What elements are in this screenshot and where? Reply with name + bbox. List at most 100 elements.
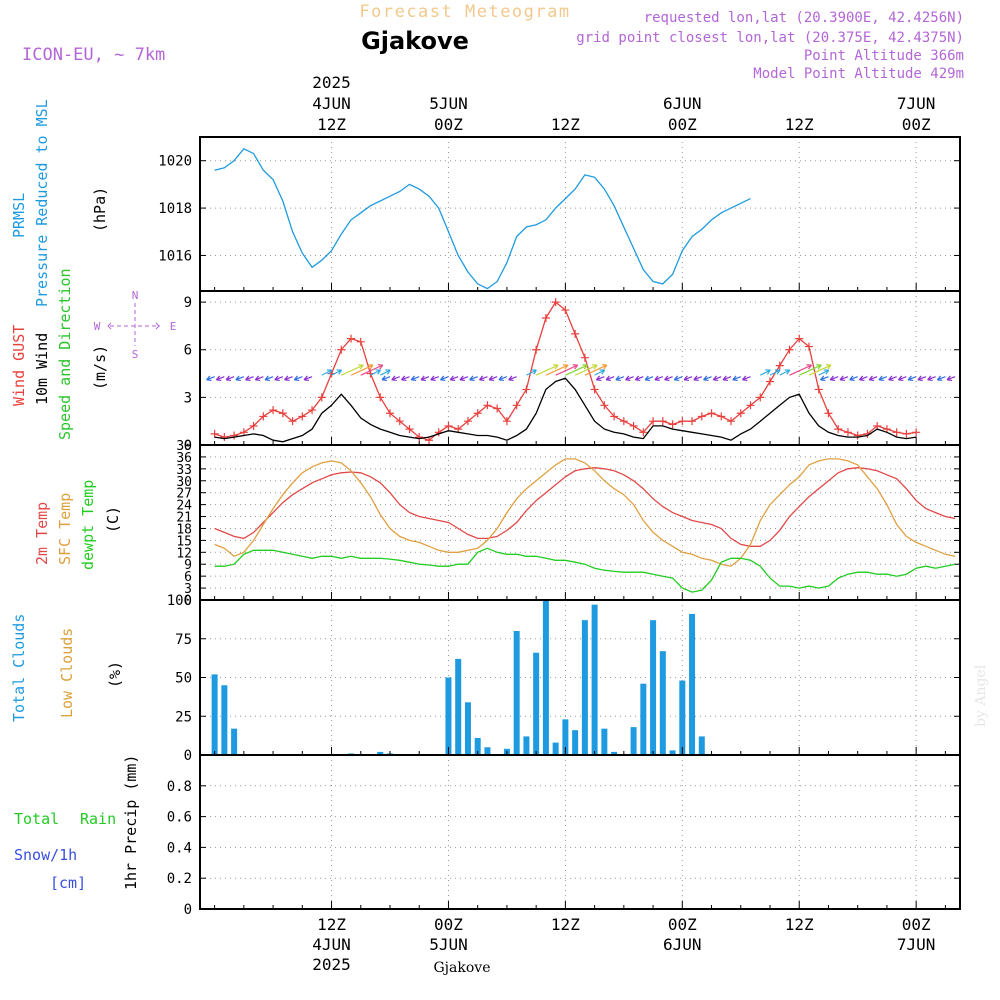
wind-arrow xyxy=(683,376,693,381)
bar xyxy=(513,631,520,755)
gust-marker xyxy=(668,420,677,429)
y-tick-label: 1016 xyxy=(158,248,192,264)
label-ms: (m/s) xyxy=(91,345,109,390)
label-low-clouds: Low Clouds xyxy=(58,628,76,718)
wind-arrow xyxy=(264,376,274,381)
gust-marker xyxy=(892,428,901,437)
gust-marker xyxy=(473,409,482,418)
wind-arrow-head xyxy=(375,369,382,375)
wind-arrow xyxy=(625,376,634,381)
wind-arrow xyxy=(946,376,956,381)
wind-arrow-head xyxy=(572,364,579,370)
gust-marker xyxy=(337,345,346,354)
wind-arrow-head xyxy=(664,375,670,382)
wind-arrow xyxy=(927,376,936,381)
wind-arrow-head xyxy=(284,375,290,382)
y-tick-label: 36 xyxy=(176,451,192,466)
wind-arrow xyxy=(798,364,822,376)
bottom-axis-label: 12Z xyxy=(317,915,346,934)
wind-arrow-head xyxy=(264,375,271,382)
temp-side-labels: 2m Temp SFC Temp dewpt Temp (C) xyxy=(33,480,122,570)
wind-arrow xyxy=(381,376,391,381)
wind-arrow-head xyxy=(634,375,641,382)
series-line xyxy=(214,458,956,567)
y-tick-label: 0 xyxy=(184,438,192,454)
bar xyxy=(591,604,598,755)
wind-arrow xyxy=(545,364,569,376)
wind-arrow xyxy=(469,376,478,381)
wind-arrow-head xyxy=(478,375,485,382)
top-axis-label: 7JUN xyxy=(897,94,936,113)
label-sfc-temp: SFC Temp xyxy=(56,493,74,565)
wind-arrow-head xyxy=(254,375,261,382)
bar xyxy=(601,728,608,755)
wind-arrow-head xyxy=(868,375,875,382)
top-axis-label: 12Z xyxy=(551,115,580,134)
wind-arrow-head xyxy=(784,369,791,375)
precip-side-labels: Total Rain Snow/1h [cm] 1hr Precip (mm) xyxy=(14,755,140,892)
wind-arrow-head xyxy=(488,375,495,382)
wind-arrow-head xyxy=(722,375,729,382)
series-line xyxy=(214,147,751,290)
wind-arrow-head xyxy=(215,375,222,382)
y-tick-label: 3 xyxy=(184,390,192,406)
wind-arrow-head xyxy=(693,375,699,382)
wind-arrow-head xyxy=(829,375,836,382)
wind-arrow-head xyxy=(582,364,588,370)
gust-marker xyxy=(220,433,229,442)
wind-arrow xyxy=(294,376,303,381)
y-tick-label: 9 xyxy=(184,558,192,573)
wind-arrow-head xyxy=(601,364,608,370)
bar xyxy=(581,620,588,755)
y-tick-label: 0 xyxy=(184,748,192,764)
gust-marker xyxy=(532,345,541,354)
wind-arrow xyxy=(526,369,537,376)
gust-marker xyxy=(561,306,570,315)
gust-marker xyxy=(386,409,394,418)
bar xyxy=(231,728,238,755)
label-pressure-msl: Pressure Reduced to MSL xyxy=(33,99,51,307)
wind-arrow xyxy=(225,376,235,381)
product-title: Forecast Meteogram xyxy=(359,2,570,22)
cloud-side-labels: Total Clouds Low Clouds (%) xyxy=(10,614,124,722)
wind-arrow-head xyxy=(825,364,832,370)
wind-arrow-head xyxy=(293,375,300,382)
wind-arrow xyxy=(508,376,517,381)
wind-arrow-head xyxy=(303,375,310,382)
bar xyxy=(679,680,686,755)
wind-arrow-head xyxy=(765,369,771,375)
wind-arrow-head xyxy=(531,369,537,375)
y-tick-label: 100 xyxy=(167,593,192,609)
label-precip-mm: 1hr Precip (mm) xyxy=(122,755,140,890)
gust-marker xyxy=(746,401,755,410)
wind-arrow-head xyxy=(358,364,364,370)
wind-arrow xyxy=(574,364,598,376)
wind-arrow xyxy=(868,376,878,381)
y-tick-label: 30 xyxy=(176,475,192,490)
label-2m-temp: 2m Temp xyxy=(33,502,51,565)
gust-marker xyxy=(395,417,404,426)
wind-arrow xyxy=(859,376,868,381)
gust-marker xyxy=(834,425,843,434)
bar xyxy=(533,652,540,755)
y-tick-label: 33 xyxy=(176,463,192,478)
wind-arrow xyxy=(584,364,608,376)
panel-1: 0 3 6 9 xyxy=(184,290,961,454)
wind-arrow xyxy=(401,376,410,381)
wind-arrow-head xyxy=(907,375,914,382)
wind-arrow xyxy=(605,376,615,381)
wind-arrow xyxy=(284,376,293,381)
wind-arrow xyxy=(341,364,364,376)
y-tick-label: 21 xyxy=(176,511,192,526)
bar xyxy=(611,751,618,755)
wind-arrow xyxy=(674,376,683,381)
wind-arrow-head xyxy=(206,375,212,382)
wind-arrow-head xyxy=(703,375,709,382)
wind-arrow-head xyxy=(562,364,569,370)
wind-arrow xyxy=(732,376,741,381)
gust-marker xyxy=(278,409,287,418)
gust-marker xyxy=(317,393,326,402)
wind-arrow-head xyxy=(936,375,943,382)
y-tick-label: 0 xyxy=(184,902,192,918)
